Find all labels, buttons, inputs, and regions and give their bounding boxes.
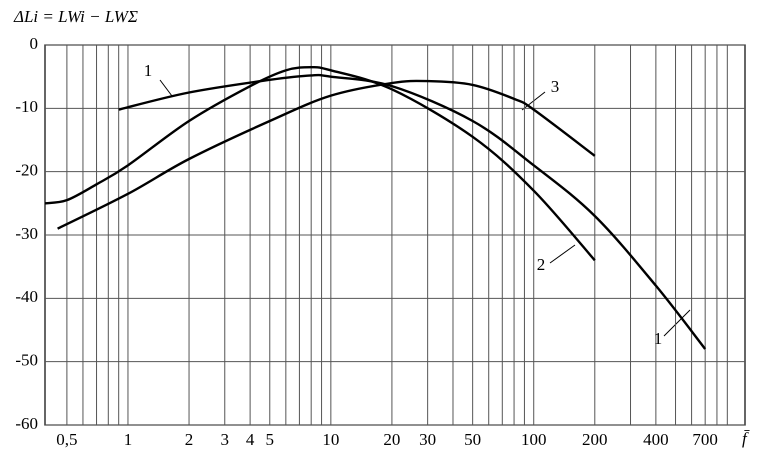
x-tick-label: 200	[582, 430, 608, 449]
x-tick-label: 1	[124, 430, 133, 449]
y-tick-label: -20	[15, 161, 38, 180]
curve	[57, 79, 596, 230]
x-tick-label: 700	[692, 430, 718, 449]
y-axis-label: ΔLi = LWi − LWΣ	[13, 7, 138, 26]
x-tick-label: 4	[246, 430, 255, 449]
x-tick-label: 10	[322, 430, 339, 449]
curve-label: 3	[551, 77, 560, 96]
x-axis-label: f̄	[742, 429, 750, 448]
curve-label: 2	[537, 255, 546, 274]
x-tick-label: 5	[266, 430, 275, 449]
y-tick-label: -30	[15, 224, 38, 243]
x-tick-label: 2	[185, 430, 194, 449]
y-tick-label: -40	[15, 287, 38, 306]
x-tick-label: 400	[643, 430, 669, 449]
x-tick-label: 30	[419, 430, 436, 449]
x-tick-label: 20	[383, 430, 400, 449]
leader-line	[159, 79, 173, 97]
leader-line	[663, 309, 691, 337]
y-tick-label: 0	[30, 34, 39, 53]
curve-label: 1	[144, 61, 153, 80]
x-tick-label: 50	[464, 430, 481, 449]
x-tick-label: 0,5	[56, 430, 77, 449]
curve	[44, 65, 596, 262]
y-tick-label: -50	[15, 351, 38, 370]
y-tick-label: -60	[15, 414, 38, 433]
x-tick-label: 3	[221, 430, 230, 449]
y-tick-label: -10	[15, 97, 38, 116]
leader-line	[549, 244, 576, 264]
x-tick-label: 100	[521, 430, 547, 449]
curve-label: 1	[654, 329, 663, 348]
curve	[118, 73, 707, 350]
